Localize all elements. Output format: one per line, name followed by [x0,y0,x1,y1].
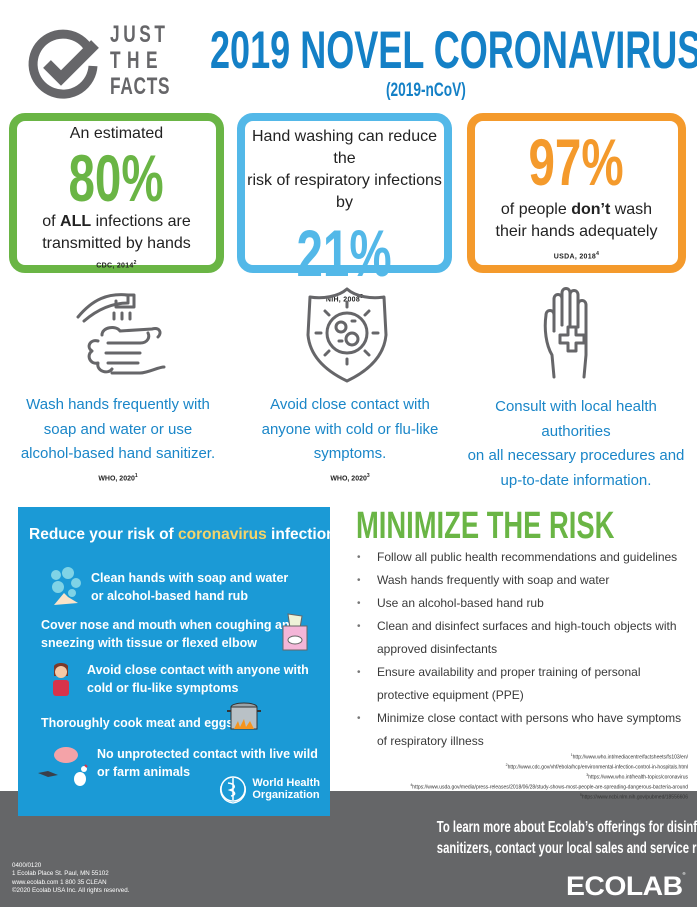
reference-3[interactable]: 3https://www.who.int/health-topics/coron… [586,773,688,781]
tip-text: Consult with local health authorities on… [467,398,685,489]
page-title: 2019 NOVEL CORONAVIRUS [210,21,697,80]
minimize-risk-heading: MINIMIZE THE RISK [356,505,615,547]
who-panel-heading: Reduce your risk of coronavirus infectio… [29,526,341,543]
reference-4[interactable]: 4https://www.usda.gov/media/press-releas… [410,783,688,791]
who-org-name: World Health Organization [252,777,320,801]
stat-card-hands-transmission: An estimated 80% of ALL infections are t… [9,113,224,273]
references: 1http://www.who.int/mediacentre/factshee… [410,752,688,802]
footer-call-to-action: To learn more about Ecolab’s offerings f… [436,819,697,857]
tip-text: Avoid close contact with anyone with col… [261,396,439,462]
list-item: Follow all public health recommendations… [357,546,692,569]
who-infographic-panel: Reduce your risk of coronavirus infectio… [18,507,341,816]
tip-wash-hands: Wash hands frequently with soap and wate… [8,285,228,482]
stat-description-line2: their hands adequately [495,223,658,240]
hand-washing-icon [76,293,166,375]
who-item-cook-food: Thoroughly cook meat and eggs [41,716,234,730]
farm-animals-icon [38,747,88,786]
stat-pretext-line2: risk of respiratory infections by [247,172,442,211]
tip-text: Wash hands frequently with soap and wate… [20,396,216,462]
list-item: Wash hands frequently with soap and wate… [357,569,692,592]
stat-description: of people don’t wash [500,201,653,218]
stat-value: 97% [528,125,625,199]
minimize-risk-list: Follow all public health recommendations… [357,546,692,753]
who-logo: World Health Organization [218,774,320,804]
stat-value: 21% [296,216,393,290]
stat-source: USDA, 20184 [553,251,600,261]
who-item-clean-hands: Clean hands with soap and water or alcoho… [91,571,289,603]
list-item: Ensure availability and proper training … [357,661,692,707]
virus-shield-icon [306,287,388,383]
who-emblem-icon [220,776,247,804]
stat-pretext: An estimated [69,125,164,142]
logo-wordmark: JUST THE FACTS [110,22,170,100]
who-item-cover-mouth: Cover nose and mouth when coughing and sn… [41,618,298,650]
stat-source: CDC, 20142 [96,260,137,270]
stat-value: 80% [68,141,165,215]
hand-medical-cross-icon [543,287,588,379]
soap-bubbles-hands-icon [51,567,81,605]
page-subtitle: (2019-nCoV) [386,80,466,101]
tip-avoid-contact: Avoid close contact with anyone with col… [240,285,460,482]
sick-person-icon [53,663,69,696]
tip-consult-authorities: Consult with local health authorities on… [460,285,692,493]
tip-source: WHO, 20201 [98,472,138,482]
tip-source: WHO, 20203 [330,472,370,482]
who-item-animals: No unprotected contact with live wild or … [97,747,318,779]
street-address: 1 Ecolab Place St. Paul, MN 55102 [12,870,109,878]
stat-card-hand-washing: Hand washing can reduce the risk of resp… [237,113,452,303]
website-phone: www.ecolab.com 1 800 35 CLEAN [12,878,107,886]
logo-line-the: THE [110,47,164,74]
list-item: Use an alcohol-based hand rub [357,592,692,615]
stat-pretext: Hand washing can reduce the [251,128,437,167]
logo-line-facts: FACTS [110,73,171,100]
document-code: 0400/0120 [12,862,42,869]
checkmark-circle-icon [28,29,99,99]
list-item: Clean and disinfect surfaces and high-to… [357,615,692,661]
cooking-pot-icon [227,702,261,730]
just-the-facts-logo [25,22,175,102]
ecolab-logo: ECOLAB® [566,871,686,901]
reference-5[interactable]: 5https://www.ncbi.nlm.nih.gov/pubmed/185… [579,793,688,801]
copyright: ©2020 Ecolab USA Inc. All rights reserve… [12,887,130,895]
reference-2[interactable]: 2http://www.cdc.gov/vhf/ebola/hcp/enviro… [505,763,688,771]
tissue-box-icon [282,613,308,651]
stat-description: of ALL infections are [42,213,191,230]
who-item-avoid-contact: Avoid close contact with anyone with cold… [87,663,309,695]
stat-card-hand-washing-adequacy: 97% of people don’t wash their hands ade… [467,113,686,273]
reference-1[interactable]: 1http://www.who.int/mediacentre/factshee… [570,753,688,761]
logo-line-just: JUST [110,21,169,48]
footer-address: 0400/0120 1 Ecolab Place St. Paul, MN 55… [12,862,129,896]
list-item: Minimize close contact with persons who … [357,707,692,753]
stat-description-line2: transmitted by hands [42,235,191,252]
